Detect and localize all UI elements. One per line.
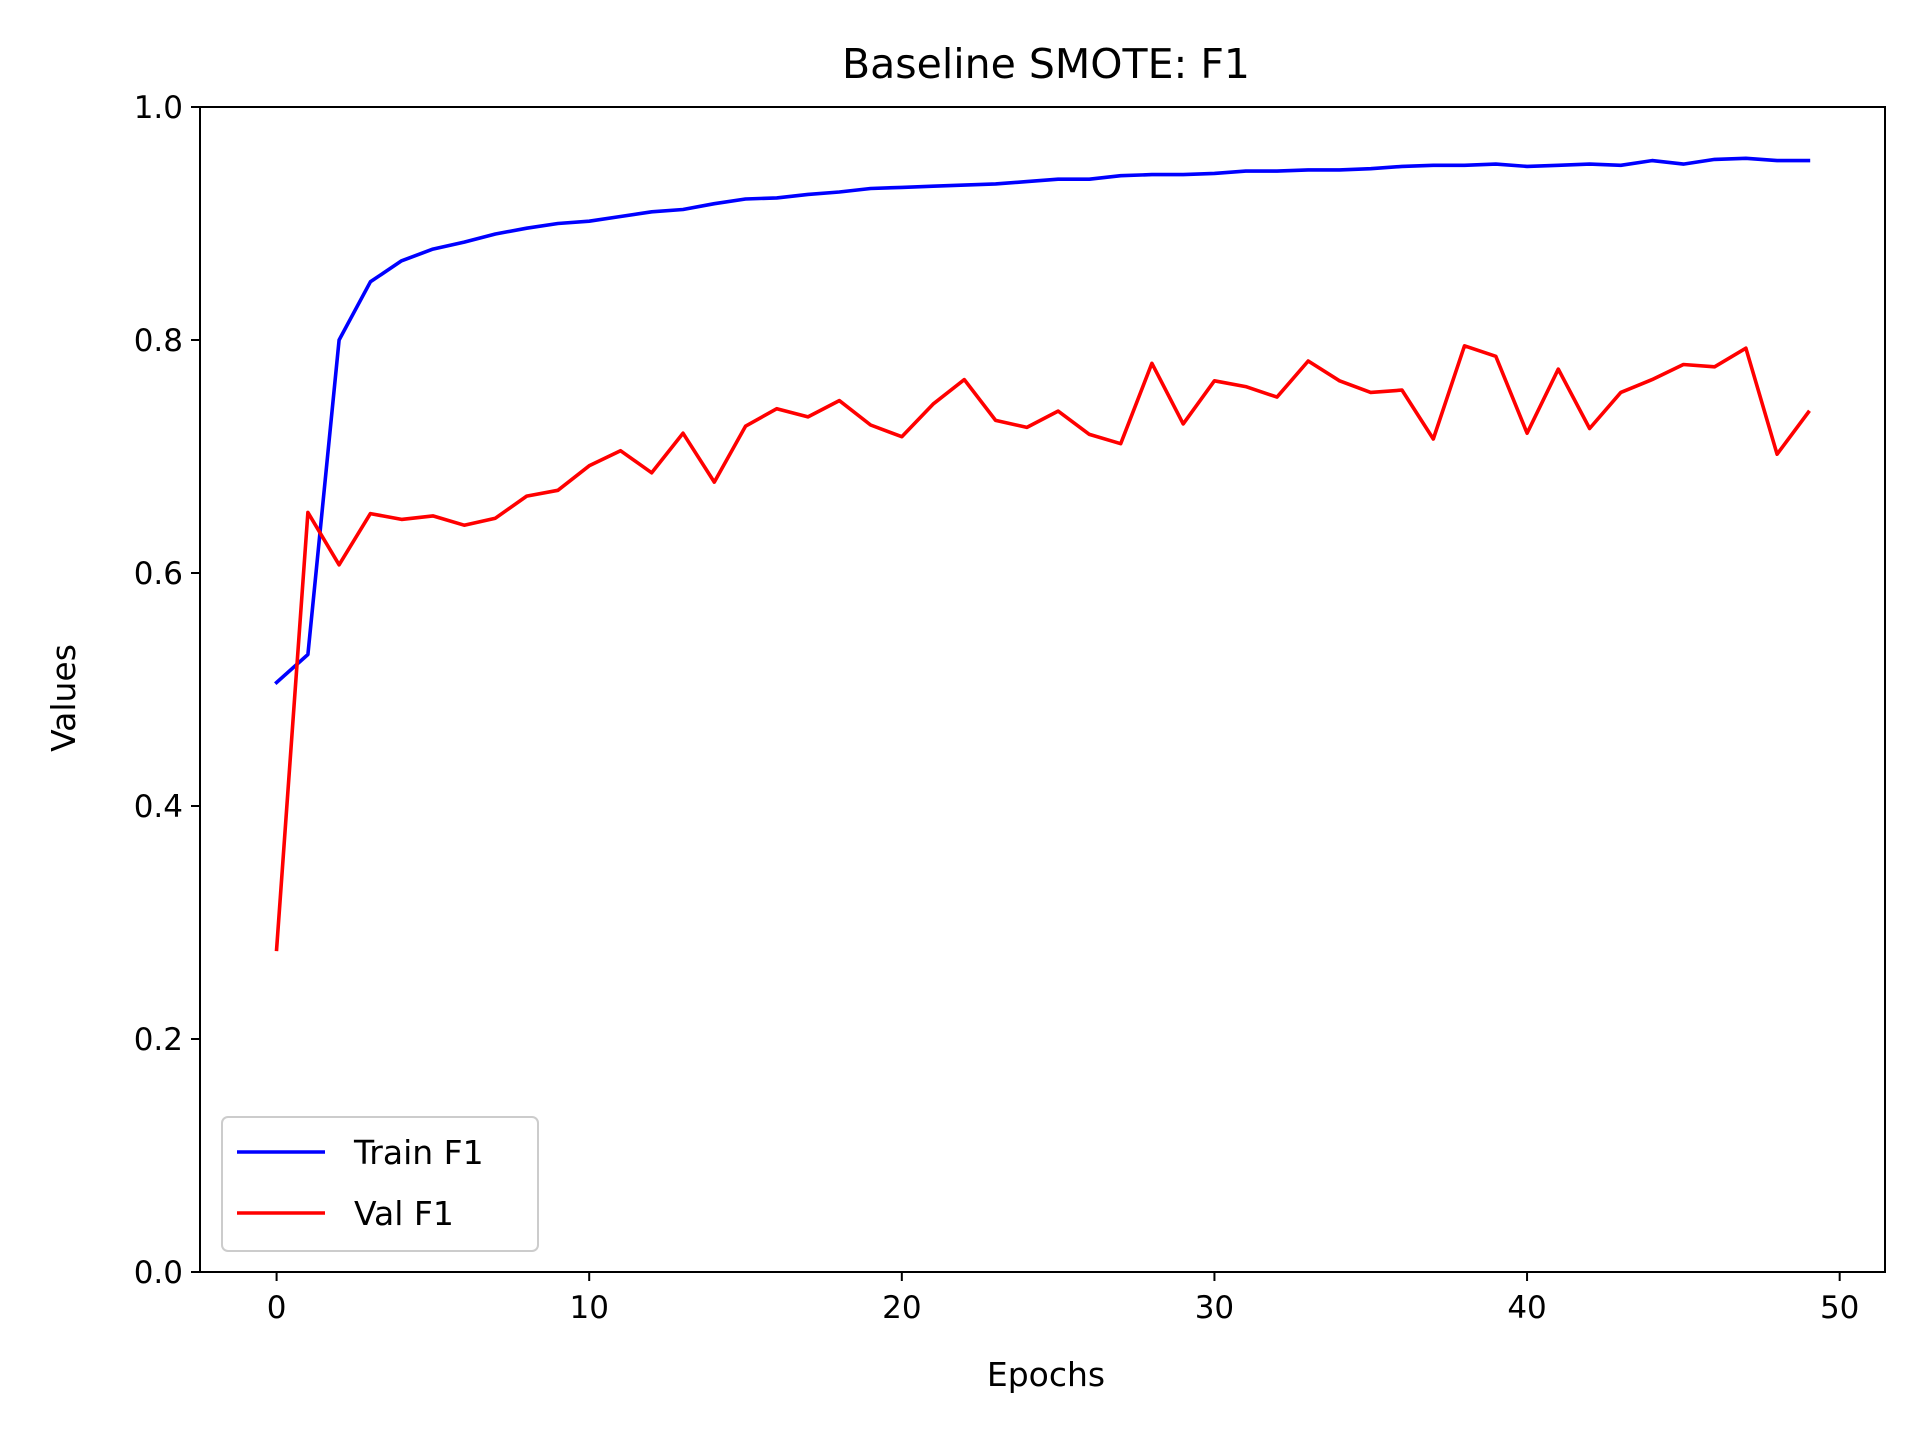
y-tick-label: 0.4	[134, 789, 183, 825]
legend-items: Train F1 Val F1	[237, 1133, 484, 1233]
legend-label: Train F1	[353, 1133, 484, 1172]
chart-title: Baseline SMOTE: F1	[842, 40, 1250, 88]
series-layer	[274, 156, 1811, 952]
y-tick-label: 0.2	[134, 1022, 183, 1058]
y-tick-label: 0.8	[134, 323, 183, 359]
series-line-val-f1	[274, 343, 1811, 952]
plot-area	[199, 106, 1886, 1273]
x-tick-label: 10	[569, 1290, 608, 1326]
x-axis: 0 10 20 30 40 50	[267, 1272, 1859, 1326]
y-axis: 0.0 0.2 0.4 0.6 0.8 1.0	[134, 90, 200, 1291]
x-tick-label: 20	[882, 1290, 921, 1326]
x-tick-label: 50	[1820, 1290, 1859, 1326]
y-axis-title: Values	[44, 644, 83, 752]
x-axis-title: Epochs	[987, 1355, 1105, 1394]
series-line-train-f1	[274, 156, 1811, 686]
x-tick-label: 0	[267, 1290, 287, 1326]
y-tick-label: 0.0	[134, 1255, 183, 1291]
y-tick-label: 0.6	[134, 556, 183, 592]
x-tick-label: 30	[1195, 1290, 1234, 1326]
x-tick-label: 40	[1507, 1290, 1546, 1326]
legend: Train F1 Val F1	[221, 1116, 539, 1252]
y-tick-label: 1.0	[134, 90, 183, 126]
plot-frame	[199, 106, 1886, 1273]
legend-label: Val F1	[354, 1194, 454, 1233]
